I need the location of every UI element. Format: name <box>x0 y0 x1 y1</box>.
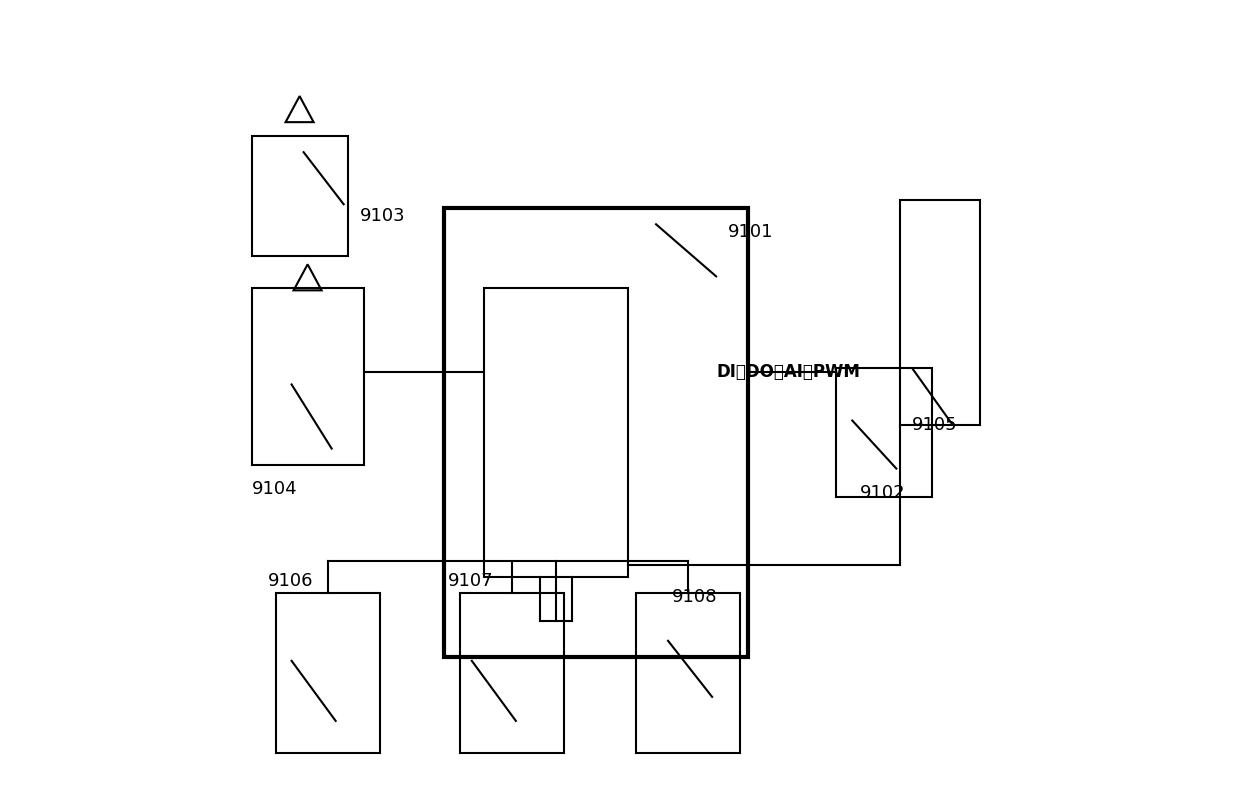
Text: 9102: 9102 <box>861 484 906 501</box>
Text: DI、DO、AI、PWM: DI、DO、AI、PWM <box>717 364 861 381</box>
Bar <box>444 208 748 657</box>
Bar <box>252 136 347 256</box>
Bar <box>252 288 363 465</box>
Text: 9107: 9107 <box>448 572 494 590</box>
Text: 9101: 9101 <box>728 223 774 241</box>
Text: 9108: 9108 <box>672 588 718 606</box>
Text: 9103: 9103 <box>360 207 405 225</box>
Text: 9104: 9104 <box>252 480 298 497</box>
Bar <box>460 593 564 753</box>
Text: 9105: 9105 <box>913 416 959 433</box>
Text: 9106: 9106 <box>268 572 312 590</box>
Bar <box>484 288 627 577</box>
Bar <box>275 593 379 753</box>
Bar <box>900 200 981 425</box>
Bar <box>636 593 740 753</box>
Bar <box>836 368 932 497</box>
